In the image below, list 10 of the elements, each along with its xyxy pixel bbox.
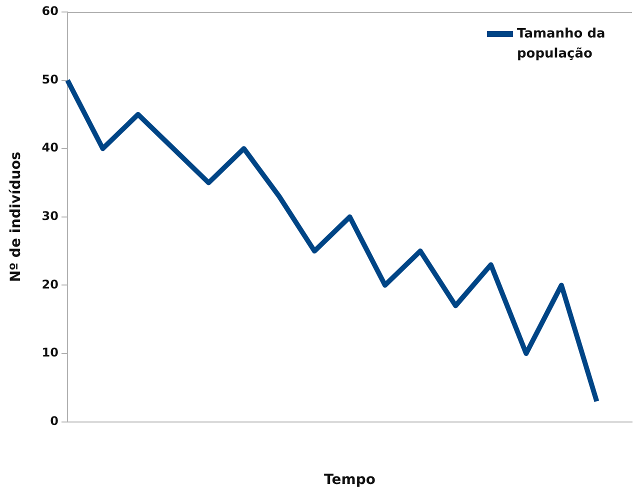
y-axis-title: Nº de indivíduos: [8, 152, 24, 282]
y-tick-label: 10: [42, 346, 58, 360]
y-tick-label: 40: [42, 140, 58, 155]
y-tick-label: 30: [42, 209, 58, 224]
y-tick-label: 50: [42, 72, 58, 86]
y-tick-label: 20: [42, 277, 58, 292]
x-axis-title: Tempo: [324, 472, 376, 488]
y-tick-label: 0: [50, 414, 58, 428]
y-tick-label: 60: [42, 4, 58, 18]
legend-label: Tamanho da população: [517, 26, 606, 62]
